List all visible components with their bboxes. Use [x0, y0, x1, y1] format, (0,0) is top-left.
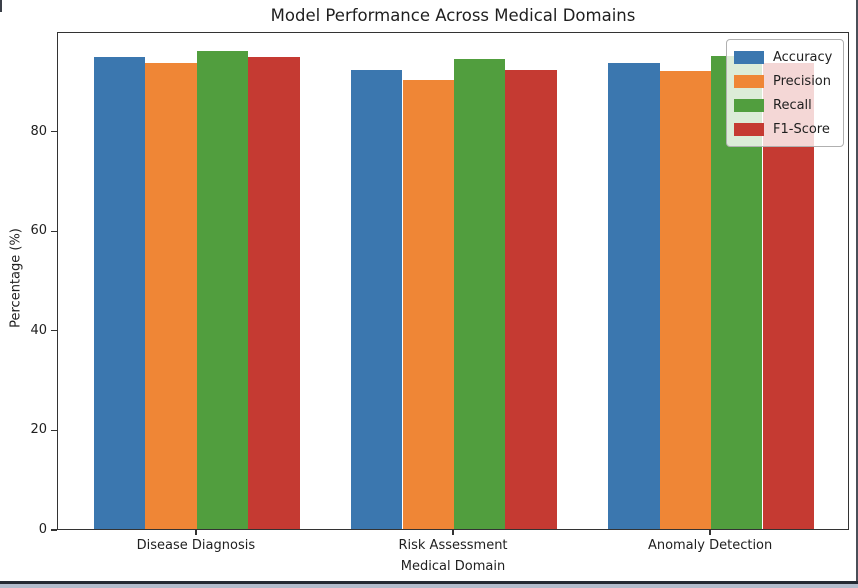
bar-accuracy-anomaly-detection	[608, 62, 660, 529]
bar-precision-anomaly-detection	[659, 70, 712, 529]
bar-recall-disease-diagnosis	[196, 51, 249, 529]
y-tick-mark	[51, 130, 57, 133]
window-border-right	[856, 0, 858, 588]
legend-label: Recall	[773, 97, 812, 113]
x-tick-label-anomaly-detection: Anomaly Detection	[647, 538, 773, 553]
bar-precision-disease-diagnosis	[145, 63, 197, 529]
legend-label: F1-Score	[773, 121, 830, 137]
legend-swatch-icon	[734, 122, 764, 136]
window-border-corner	[0, 0, 2, 12]
legend-swatch-icon	[734, 98, 764, 112]
y-tick-label: 0	[38, 522, 47, 537]
legend-swatch-icon	[734, 50, 764, 64]
y-tick-label: 60	[30, 223, 47, 239]
bar-f1-score-risk-assessment	[505, 69, 557, 529]
legend: Accuracy Precision Recall F1-Score	[726, 39, 844, 147]
x-tick-mark	[709, 530, 711, 535]
legend-item-f1-score: F1-Score	[734, 117, 836, 141]
window-border-bottom	[0, 581, 858, 584]
y-tick-mark	[51, 429, 57, 432]
y-axis-label: Percentage (%)	[8, 228, 24, 328]
legend-label: Precision	[773, 73, 832, 89]
bar-accuracy-risk-assessment	[351, 70, 403, 529]
legend-item-accuracy: Accuracy	[734, 45, 836, 69]
y-tick-mark	[51, 529, 57, 531]
x-axis-label: Medical Domain	[400, 559, 506, 574]
bar-precision-risk-assessment	[402, 79, 454, 529]
legend-label: Accuracy	[773, 49, 833, 65]
x-tick-label-risk-assessment: Risk Assessment	[398, 538, 508, 553]
bar-accuracy-disease-diagnosis	[94, 56, 146, 529]
bar-recall-risk-assessment	[454, 59, 506, 529]
legend-item-recall: Recall	[734, 93, 836, 117]
y-tick-mark	[51, 330, 57, 332]
legend-swatch-icon	[734, 74, 764, 88]
bar-f1-score-disease-diagnosis	[248, 57, 300, 529]
plot-area: Accuracy Precision Recall F1-Score	[57, 32, 849, 530]
legend-item-precision: Precision	[734, 69, 836, 93]
y-tick-label: 80	[30, 123, 47, 139]
x-tick-mark	[195, 530, 197, 535]
y-tick-mark	[51, 230, 57, 232]
x-tick-mark	[452, 530, 454, 535]
x-tick-label-disease-diagnosis: Disease Diagnosis	[136, 538, 256, 553]
window-border-bottom-strip	[0, 584, 858, 588]
y-tick-label: 20	[30, 422, 47, 438]
y-tick-label: 40	[30, 322, 47, 338]
chart-title: Model Performance Across Medical Domains	[270, 6, 636, 25]
